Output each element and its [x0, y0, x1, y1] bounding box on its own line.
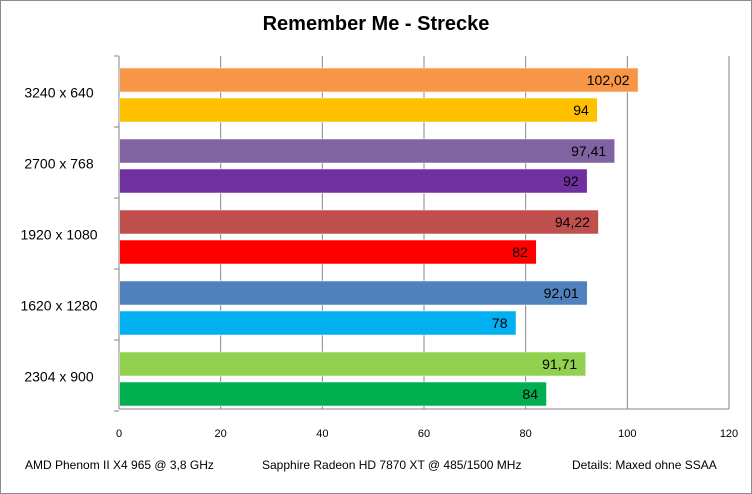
data-label: 84 — [522, 386, 538, 402]
x-tick-label: 100 — [618, 428, 636, 440]
bar — [119, 280, 588, 306]
footer-cpu: AMD Phenom II X4 965 @ 3,8 GHz — [25, 458, 214, 472]
x-tick-label: 20 — [215, 428, 227, 440]
category-label: 3240 x 640 — [24, 85, 93, 101]
data-label: 82 — [512, 244, 528, 260]
data-label: 94,22 — [555, 214, 590, 230]
bar — [119, 351, 586, 377]
category-label: 1620 x 1280 — [20, 298, 97, 314]
data-label: 102,02 — [587, 72, 630, 88]
data-label: 78 — [492, 315, 508, 331]
category-label: 1920 x 1080 — [20, 227, 97, 243]
data-label: 92,01 — [544, 285, 579, 301]
bar — [119, 239, 537, 265]
chart-title: Remember Me - Strecke — [262, 13, 490, 35]
bar — [119, 310, 517, 336]
data-label: 94 — [573, 102, 589, 118]
x-tick-label: 0 — [116, 428, 122, 440]
bar — [119, 138, 615, 164]
bar — [119, 168, 588, 194]
x-tick-label: 40 — [316, 428, 328, 440]
data-label: 92 — [563, 173, 579, 189]
data-label: 91,71 — [542, 356, 577, 372]
bar — [119, 97, 598, 123]
category-label: 2700 x 768 — [24, 156, 93, 172]
x-tick-label: 80 — [520, 428, 532, 440]
x-tick-label: 120 — [720, 428, 738, 440]
footer-gpu: Sapphire Radeon HD 7870 XT @ 485/1500 MH… — [262, 458, 522, 472]
category-label: 2304 x 900 — [24, 369, 93, 385]
bar — [119, 67, 639, 93]
x-tick-label: 60 — [418, 428, 430, 440]
bar — [119, 209, 599, 235]
data-label: 97,41 — [571, 143, 606, 159]
bar — [119, 381, 547, 407]
footer-details: Details: Maxed ohne SSAA — [572, 458, 717, 472]
